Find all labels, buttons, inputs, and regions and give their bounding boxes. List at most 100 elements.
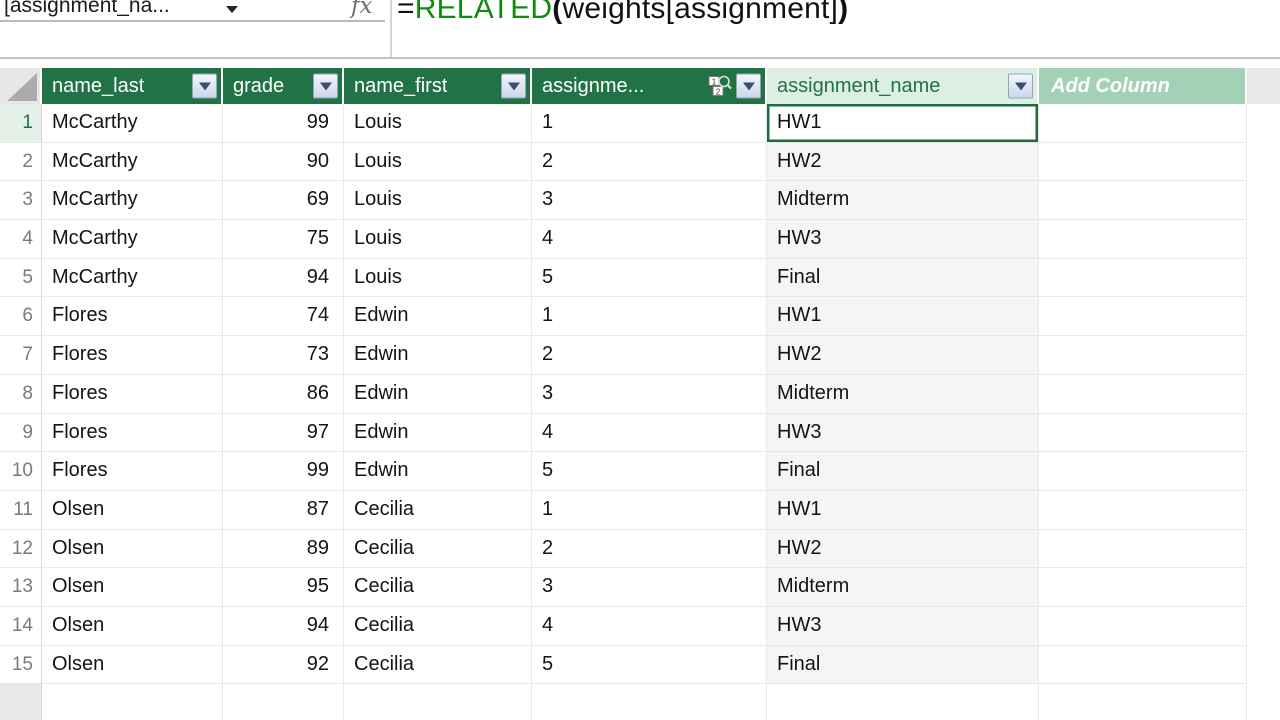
cell-assignment-name[interactable]: HW3 — [767, 220, 1039, 259]
cell-add-column[interactable] — [1039, 297, 1247, 337]
cell-assignment[interactable]: 3 — [532, 374, 767, 414]
cell-assignment-name[interactable]: HW1 — [767, 490, 1039, 530]
cell-assignment[interactable]: 2 — [532, 142, 767, 182]
cell-name-first[interactable]: Cecilia — [344, 568, 532, 607]
cell-add-column[interactable] — [1039, 413, 1247, 453]
formula-input[interactable]: =RELATED(weights[assignment]) — [397, 0, 848, 26]
cell-name-last[interactable]: McCarthy — [42, 104, 223, 143]
cell-grade[interactable]: 74 — [223, 297, 344, 337]
cell-name-first[interactable]: Edwin — [344, 452, 532, 491]
filter-dropdown-button[interactable] — [192, 73, 217, 99]
filter-dropdown-button[interactable] — [1008, 73, 1033, 99]
cell-assignment-name[interactable]: HW2 — [767, 142, 1039, 182]
cell-grade[interactable]: 75 — [223, 220, 344, 259]
cell-name-first[interactable]: Edwin — [344, 297, 532, 337]
cell-add-column[interactable] — [1039, 606, 1247, 646]
cell-name-last[interactable]: Flores — [42, 374, 223, 414]
cell-grade[interactable]: 92 — [223, 645, 344, 685]
cell-name-first[interactable]: Louis — [344, 220, 532, 259]
cell-name-last[interactable]: Flores — [42, 452, 223, 491]
cell-add-column[interactable] — [1039, 104, 1247, 143]
cell-assignment[interactable]: 4 — [532, 220, 767, 259]
row-number[interactable]: 1 — [0, 104, 42, 143]
row-number[interactable]: 3 — [0, 181, 42, 221]
row-number[interactable]: 5 — [0, 258, 42, 298]
cell-assignment-name[interactable]: Final — [767, 452, 1039, 491]
cell-assignment-name[interactable]: HW2 — [767, 529, 1039, 569]
cell-name-last[interactable]: Olsen — [42, 529, 223, 569]
cell-name-first[interactable]: Cecilia — [344, 645, 532, 685]
filter-dropdown-button[interactable] — [501, 73, 526, 99]
cell-name-last[interactable]: McCarthy — [42, 181, 223, 221]
name-box-caret-icon[interactable] — [226, 6, 238, 13]
cell-name-last[interactable]: McCarthy — [42, 258, 223, 298]
cell-assignment[interactable]: 4 — [532, 413, 767, 453]
row-number[interactable]: 13 — [0, 568, 42, 607]
cell-empty[interactable] — [223, 684, 344, 720]
cell-name-last[interactable]: Olsen — [42, 645, 223, 685]
cell-assignment[interactable]: 1 — [532, 490, 767, 530]
cell-assignment-name[interactable]: Final — [767, 258, 1039, 298]
cell-grade[interactable]: 89 — [223, 529, 344, 569]
cell-assignment-name[interactable]: HW1 — [767, 104, 1039, 143]
cell-name-last[interactable]: McCarthy — [42, 142, 223, 182]
cell-grade[interactable]: 99 — [223, 452, 344, 491]
filter-dropdown-button[interactable] — [313, 73, 338, 99]
select-all-corner[interactable] — [0, 68, 42, 104]
cell-add-column[interactable] — [1039, 568, 1247, 607]
cell-grade[interactable]: 69 — [223, 181, 344, 221]
cell-assignment-name[interactable]: Midterm — [767, 181, 1039, 221]
cell-name-first[interactable]: Louis — [344, 104, 532, 143]
cell-empty[interactable] — [1039, 684, 1247, 720]
cell-name-first[interactable]: Cecilia — [344, 490, 532, 530]
row-number[interactable]: 14 — [0, 606, 42, 646]
cell-name-first[interactable]: Louis — [344, 258, 532, 298]
row-number[interactable]: 15 — [0, 645, 42, 685]
row-number[interactable]: 7 — [0, 336, 42, 375]
cell-grade[interactable]: 73 — [223, 336, 344, 375]
cell-grade[interactable]: 87 — [223, 490, 344, 530]
cell-name-last[interactable]: Olsen — [42, 606, 223, 646]
cell-name-first[interactable]: Edwin — [344, 374, 532, 414]
cell-add-column[interactable] — [1039, 452, 1247, 491]
filter-dropdown-button[interactable] — [736, 73, 761, 99]
row-number[interactable]: 4 — [0, 220, 42, 259]
cell-assignment-name[interactable]: Final — [767, 645, 1039, 685]
row-number[interactable]: 12 — [0, 529, 42, 569]
cell-name-last[interactable]: Olsen — [42, 568, 223, 607]
cell-name-last[interactable]: Flores — [42, 336, 223, 375]
cell-assignment-name[interactable]: HW3 — [767, 413, 1039, 453]
cell-add-column[interactable] — [1039, 220, 1247, 259]
row-number[interactable]: 9 — [0, 413, 42, 453]
cell-grade[interactable]: 94 — [223, 258, 344, 298]
add-column-header[interactable]: Add Column — [1039, 68, 1247, 104]
name-box[interactable]: [assignment_na... — [0, 0, 385, 22]
cell-add-column[interactable] — [1039, 336, 1247, 375]
row-number[interactable] — [0, 684, 42, 720]
cell-add-column[interactable] — [1039, 490, 1247, 530]
cell-name-first[interactable]: Cecilia — [344, 606, 532, 646]
cell-empty[interactable] — [532, 684, 767, 720]
cell-add-column[interactable] — [1039, 529, 1247, 569]
cell-assignment[interactable]: 5 — [532, 452, 767, 491]
cell-empty[interactable] — [42, 684, 223, 720]
cell-assignment[interactable]: 3 — [532, 181, 767, 221]
cell-assignment-name[interactable]: Midterm — [767, 568, 1039, 607]
row-number[interactable]: 8 — [0, 374, 42, 414]
cell-name-last[interactable]: Flores — [42, 297, 223, 337]
row-number[interactable]: 10 — [0, 452, 42, 491]
cell-assignment[interactable]: 1 — [532, 297, 767, 337]
cell-name-first[interactable]: Louis — [344, 181, 532, 221]
cell-name-first[interactable]: Cecilia — [344, 529, 532, 569]
cell-assignment[interactable]: 4 — [532, 606, 767, 646]
cell-grade[interactable]: 94 — [223, 606, 344, 646]
cell-name-last[interactable]: Olsen — [42, 490, 223, 530]
cell-assignment-name[interactable]: HW3 — [767, 606, 1039, 646]
row-number[interactable]: 11 — [0, 490, 42, 530]
cell-add-column[interactable] — [1039, 258, 1247, 298]
cell-name-last[interactable]: McCarthy — [42, 220, 223, 259]
cell-add-column[interactable] — [1039, 645, 1247, 685]
cell-empty[interactable] — [344, 684, 532, 720]
cell-add-column[interactable] — [1039, 181, 1247, 221]
column-header-grade[interactable]: grade — [223, 68, 344, 104]
